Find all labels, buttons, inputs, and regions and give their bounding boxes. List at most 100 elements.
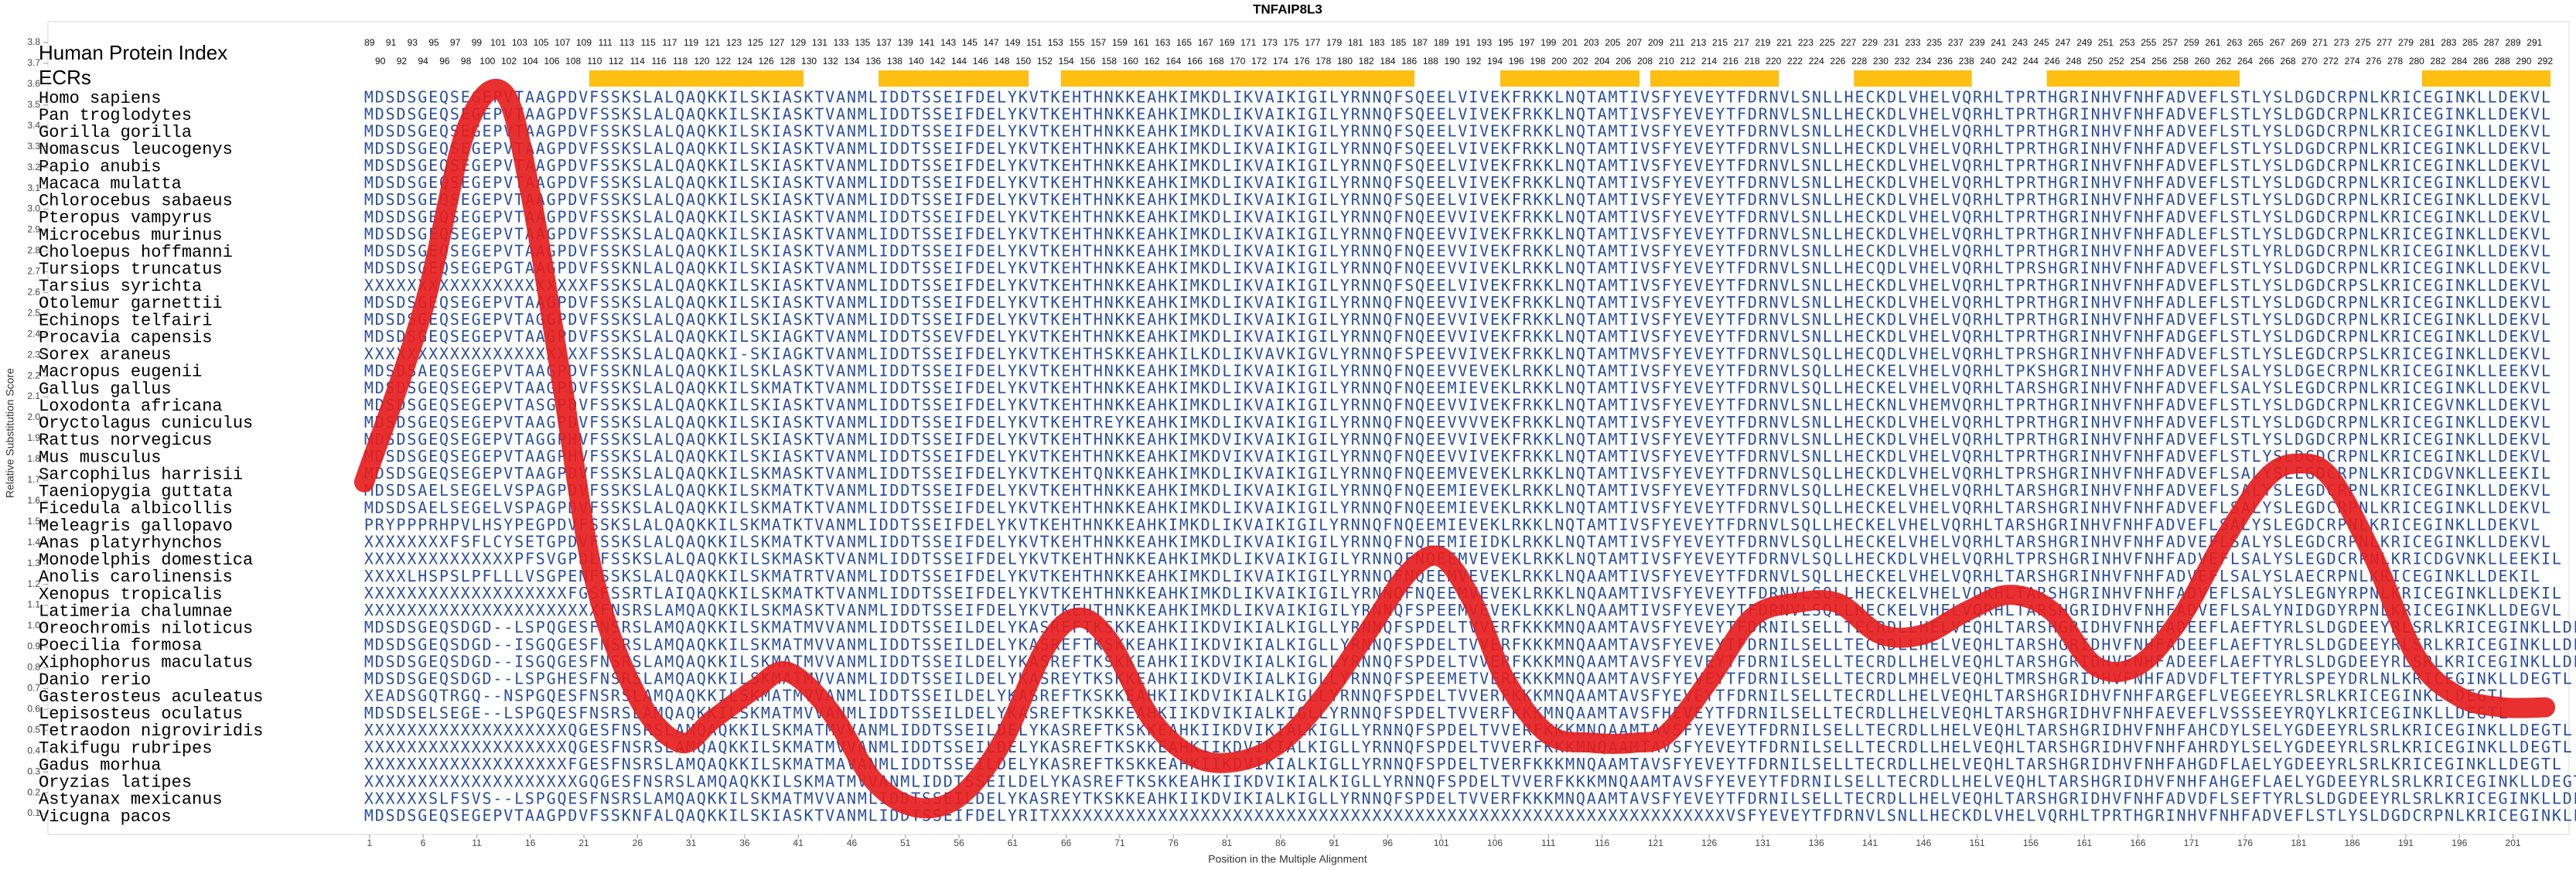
index-number: 179 bbox=[1326, 37, 1342, 48]
y-tick-label: 3.6 bbox=[27, 78, 40, 89]
index-number: 134 bbox=[844, 56, 859, 67]
sequence: MDSDSGEQSEGEPVTAAGPDVFSSKSLALQAQKKILSKIA… bbox=[364, 105, 2550, 124]
index-number: 283 bbox=[2441, 37, 2456, 48]
species-name: Oryzias latipes bbox=[39, 773, 192, 793]
index-number: 136 bbox=[865, 56, 881, 67]
x-tick-label: 76 bbox=[1169, 838, 1179, 848]
sequence: MDSDSGEQSEGEPGTAAGPDVFSSKNLALQAQKKILSKIA… bbox=[364, 259, 2550, 278]
index-number: 282 bbox=[2431, 56, 2446, 67]
y-tick-label: 1.0 bbox=[27, 620, 40, 631]
sequence: XXXXXXXXXXXXXXXXXXXFGESFNSRSLAMQAQKKILSK… bbox=[364, 755, 2561, 773]
index-number: 95 bbox=[428, 37, 439, 48]
index-number: 292 bbox=[2537, 56, 2553, 67]
index-number: 211 bbox=[1670, 37, 1684, 48]
index-number: 229 bbox=[1862, 37, 1878, 48]
x-axis-label: Position in the Multiple Alignment bbox=[1208, 853, 1367, 865]
index-number: 130 bbox=[801, 56, 817, 67]
index-number: 251 bbox=[2098, 37, 2114, 48]
x-tick-label: 101 bbox=[1434, 838, 1449, 848]
score-line bbox=[353, 79, 2556, 819]
y-tick-label: 1.7 bbox=[27, 474, 40, 485]
index-number: 167 bbox=[1198, 37, 1213, 48]
index-number: 186 bbox=[1401, 56, 1417, 67]
sequence: XXXXXXXXXXXXXXXXXXXXGQGESFNSRSLAMQAQKKIL… bbox=[364, 772, 2576, 790]
x-tick-label: 31 bbox=[686, 838, 697, 848]
index-number: 107 bbox=[554, 37, 570, 48]
y-tick-label: 3.8 bbox=[27, 36, 40, 47]
index-number: 200 bbox=[1551, 56, 1567, 67]
species-name: Sarcophilus harrisii bbox=[39, 465, 243, 484]
index-number: 228 bbox=[1851, 56, 1867, 67]
index-number: 124 bbox=[737, 56, 752, 67]
index-number: 111 bbox=[599, 37, 613, 48]
index-number: 266 bbox=[2259, 56, 2274, 67]
index-number: 110 bbox=[587, 56, 602, 67]
index-number: 94 bbox=[418, 56, 428, 67]
species-name: Loxodonta africana bbox=[39, 397, 223, 416]
species-name: Homo sapiens bbox=[39, 89, 161, 108]
index-number: 183 bbox=[1370, 37, 1385, 48]
index-number: 126 bbox=[759, 56, 774, 67]
x-tick-label: 71 bbox=[1114, 838, 1125, 848]
index-number: 185 bbox=[1390, 37, 1406, 48]
index-number: 260 bbox=[2195, 56, 2210, 67]
species-name: Microcebus murinus bbox=[39, 226, 223, 245]
index-number: 256 bbox=[2151, 56, 2167, 67]
index-number: 98 bbox=[461, 56, 472, 67]
index-number: 176 bbox=[1295, 56, 1310, 67]
index-number: 112 bbox=[609, 56, 623, 67]
index-number: 289 bbox=[2506, 37, 2521, 48]
index-number: 217 bbox=[1734, 37, 1749, 48]
index-number: 133 bbox=[834, 37, 849, 48]
y-tick-label: 2.7 bbox=[27, 266, 40, 277]
x-tick-label: 111 bbox=[1541, 838, 1556, 848]
sequence: MDSDSGEQSEGEPVTAAGPDVFSSKSLALQAQKKILSKIA… bbox=[364, 173, 2550, 192]
index-number: 102 bbox=[501, 56, 517, 67]
sequence: MDSDSGEQSDGD--ISGQGESFNSRSLAMQAQKKILSKMA… bbox=[364, 652, 2576, 670]
y-tick-label: 3.3 bbox=[27, 141, 40, 152]
index-number: 120 bbox=[694, 56, 709, 67]
index-number: 253 bbox=[2120, 37, 2135, 48]
index-number: 89 bbox=[364, 37, 375, 48]
x-tick-label: 1 bbox=[367, 838, 373, 848]
index-number: 242 bbox=[2001, 56, 2017, 67]
x-tick-label: 66 bbox=[1061, 838, 1072, 848]
species-name: Oreochromis niloticus bbox=[39, 619, 253, 639]
index-number: 162 bbox=[1145, 56, 1160, 67]
x-tick-label: 116 bbox=[1595, 838, 1609, 848]
index-number: 216 bbox=[1723, 56, 1738, 67]
index-number: 254 bbox=[2131, 56, 2146, 67]
index-number: 284 bbox=[2451, 56, 2467, 67]
species-name: Latimeria chalumnae bbox=[39, 602, 233, 621]
species-name: Meleagris gallopavo bbox=[39, 517, 233, 536]
sequence: MDSDSGEQSEGEPVTAAGPDVFSSKSLALQAQKKILSKIA… bbox=[364, 156, 2550, 175]
x-tick-label: 21 bbox=[578, 838, 589, 848]
sequence: MDSDSGEQSEGEPVTAAGPDVFSSKSLALQAQKKILSKIA… bbox=[364, 190, 2550, 209]
y-tick-label: 3.1 bbox=[27, 183, 40, 193]
index-number: 96 bbox=[439, 56, 450, 67]
index-number: 117 bbox=[662, 37, 677, 48]
index-number: 99 bbox=[472, 37, 483, 48]
index-number: 267 bbox=[2270, 37, 2285, 48]
x-tick-label: 121 bbox=[1648, 838, 1663, 848]
index-number: 105 bbox=[534, 37, 549, 48]
index-number: 138 bbox=[887, 56, 902, 67]
index-number: 153 bbox=[1048, 37, 1063, 48]
sequence: MDSDSGEQSEGEPVTAAGPDVFSSKSLALQAQKKILSKMA… bbox=[364, 379, 2550, 397]
y-tick-label: 0.9 bbox=[27, 641, 40, 652]
index-number: 248 bbox=[2066, 56, 2081, 67]
species-name: Danio rerio bbox=[39, 670, 151, 690]
index-number: 225 bbox=[1820, 37, 1835, 48]
index-number: 288 bbox=[2495, 56, 2510, 67]
index-number: 131 bbox=[812, 37, 827, 48]
x-tick-label: 91 bbox=[1329, 838, 1339, 848]
index-number: 187 bbox=[1412, 37, 1428, 48]
x-tick-label: 181 bbox=[2291, 838, 2306, 848]
index-number: 196 bbox=[1509, 56, 1524, 67]
species-name: Pteropus vampyrus bbox=[39, 209, 212, 228]
index-number: 213 bbox=[1691, 37, 1706, 48]
sequence: MDSDSAELSEGELVSPAGPDVFSSKSLALQAQKKILSKMA… bbox=[364, 498, 2550, 517]
index-number: 152 bbox=[1037, 56, 1053, 67]
index-number: 178 bbox=[1315, 56, 1331, 67]
index-number: 195 bbox=[1498, 37, 1513, 48]
